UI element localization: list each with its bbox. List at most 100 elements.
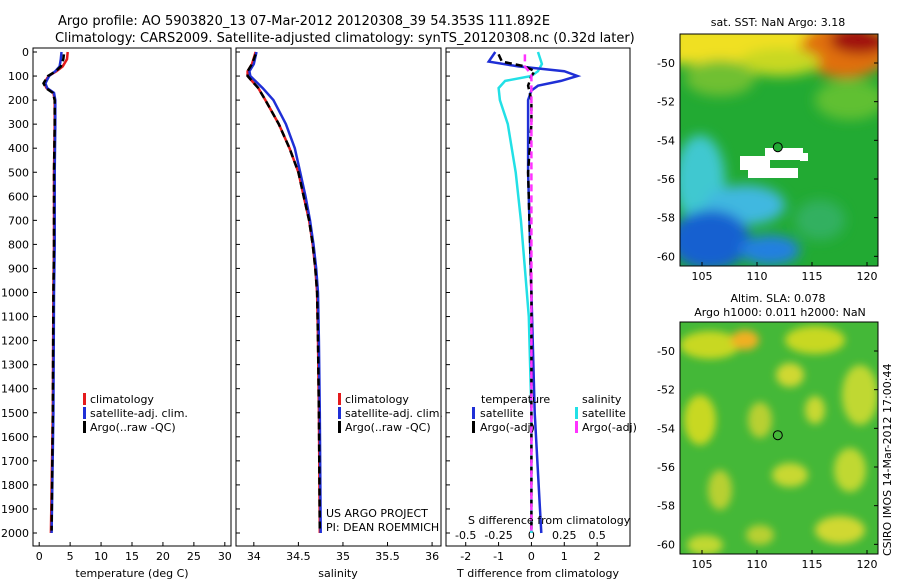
legend-swatch-t-argo — [472, 421, 475, 433]
depth-tick-label: 1000 — [1, 287, 29, 300]
depth-tick-label: 100 — [8, 70, 29, 83]
argo-float-marker — [772, 142, 783, 153]
depth-tick-label: 900 — [8, 262, 29, 275]
lon-tick-label: 120 — [857, 558, 878, 571]
depth-tick-label: 1400 — [1, 383, 29, 396]
legend-label-argo: Argo(..raw -QC) — [345, 421, 431, 434]
depth-tick-label: 1200 — [1, 335, 29, 348]
depth-tick-label: 400 — [8, 142, 29, 155]
legend-label-argo: Argo(..raw -QC) — [90, 421, 176, 434]
t-difference-xlabel: T difference from climatology — [456, 567, 619, 580]
salinity-y-ticks — [236, 51, 240, 534]
x-tick-label: 10 — [94, 550, 108, 563]
x-tick-label: 36 — [425, 550, 439, 563]
sla-map-axes — [679, 321, 879, 555]
lon-tick-label: 105 — [692, 558, 713, 571]
s-satellite-diff-line — [497, 51, 544, 533]
lon-tick-label: 105 — [692, 270, 713, 283]
t-argo-diff-line — [497, 53, 537, 531]
x-tick-label: 34 — [247, 550, 261, 563]
depth-tick-label: 200 — [8, 94, 29, 107]
legend-swatch-satellite-adj — [338, 407, 341, 419]
depth-tick-label: 1600 — [1, 431, 29, 444]
depth-tick-label: 600 — [8, 190, 29, 203]
temperature-legend: climatology satellite-adj. clim. Argo(..… — [83, 393, 188, 434]
salinity-panel: 34 34.5 35 35.5 36 salinity climatology sate… — [235, 47, 443, 580]
legend-label-s-argo: Argo(-adj) — [582, 421, 637, 434]
salinity-axes — [235, 47, 442, 547]
sla-map-lon-ticks: 105 110 115 120 — [692, 550, 878, 571]
sst-map-panel: sat. SST: NaN Argo: 3.18 -50 — [657, 16, 879, 283]
s-tick-label: -0.25 — [484, 529, 512, 542]
depth-tick-label: 1300 — [1, 359, 29, 372]
depth-tick-label: 1700 — [1, 455, 29, 468]
depth-tick-label: 1900 — [1, 503, 29, 516]
lon-tick-label: 120 — [857, 270, 878, 283]
x-tick-label: -1 — [493, 550, 504, 563]
x-tick-label: 34.5 — [286, 550, 311, 563]
x-tick-label: 30 — [218, 550, 232, 563]
s-difference-tick-labels: -0.5 -0.25 0 0.25 0.5 — [455, 529, 606, 542]
legend-label-satellite-adj: satellite-adj. clim. — [345, 407, 443, 420]
sla-map-title-line1: Altim. SLA: 0.078 — [730, 292, 825, 305]
argo-float-marker — [772, 430, 783, 441]
legend-label-satellite-adj: satellite-adj. clim. — [90, 407, 188, 420]
sst-map-title: sat. SST: NaN Argo: 3.18 — [711, 16, 845, 29]
difference-y-ticks — [446, 51, 450, 534]
legend-label-climatology: climatology — [345, 393, 409, 406]
lat-tick-label: -52 — [657, 96, 675, 109]
temperature-panel: 0100200300400500600700800900100011001200… — [1, 46, 232, 580]
s-tick-label: 0.25 — [552, 529, 577, 542]
temperature-axes — [32, 47, 232, 547]
watermark: CSIRO IMOS 14-Mar-2012 17:00:44 — [881, 364, 894, 556]
depth-tick-label: 1800 — [1, 479, 29, 492]
sst-map-lon-ticks: 105 110 115 120 — [692, 262, 878, 283]
depth-tick-label: 300 — [8, 118, 29, 131]
temperature-xlabel: temperature (deg C) — [75, 567, 188, 580]
depth-tick-label: 1500 — [1, 407, 29, 420]
t-difference-tick-labels: -2 -1 0 1 2 — [460, 542, 601, 563]
salinity-argo-line — [246, 53, 322, 531]
depth-tick-labels: 0 100 200 300 400 500 600 700 800 900 1000 1100 1200… — [1, 46, 37, 540]
s-difference-xlabel: S difference from climatology — [468, 514, 631, 527]
legend-label-s-satellite: satellite — [582, 407, 626, 420]
depth-tick-label: 500 — [8, 166, 29, 179]
legend-swatch-t-satellite — [472, 407, 475, 419]
lat-tick-label: -50 — [657, 345, 675, 358]
depth-tick-label: 0 — [22, 46, 29, 59]
legend-swatch-satellite-adj — [83, 407, 86, 419]
salinity-tick-labels: 34 34.5 35 35.5 36 — [247, 542, 439, 563]
salinity-satellite-adj-line — [248, 51, 322, 534]
salinity-legend: climatology satellite-adj. clim. Argo(..… — [338, 393, 443, 434]
credit-pi: PI: DEAN ROEMMICH — [326, 521, 439, 534]
legend-title-temperature: temperature — [481, 393, 550, 406]
temperature-tick-labels: 0 5 10 15 20 25 30 — [36, 542, 232, 563]
lon-tick-label: 110 — [747, 558, 768, 571]
legend-swatch-climatology — [83, 393, 86, 405]
lat-tick-label: -56 — [657, 173, 675, 186]
x-tick-label: 15 — [125, 550, 139, 563]
legend-swatch-s-satellite — [575, 407, 578, 419]
legend-swatch-argo — [83, 421, 86, 433]
s-tick-label: 0 — [528, 529, 535, 542]
x-tick-label: 20 — [156, 550, 170, 563]
depth-tick-label: 1100 — [1, 311, 29, 324]
x-tick-label: 2 — [594, 550, 601, 563]
sst-map-axes — [679, 33, 879, 267]
depth-tick-label: 2000 — [1, 527, 29, 540]
legend-label-climatology: climatology — [90, 393, 154, 406]
x-tick-label: 25 — [187, 550, 201, 563]
x-tick-label: 0 — [528, 550, 535, 563]
lon-tick-label: 115 — [802, 270, 823, 283]
lat-tick-label: -58 — [657, 500, 675, 513]
difference-legend: temperature salinity satellite Argo(-adj… — [472, 393, 637, 434]
sla-heatmap — [680, 322, 878, 554]
figure-title-line2: Climatology: CARS2009. Satellite-adjuste… — [55, 31, 635, 46]
legend-swatch-s-argo — [575, 421, 578, 433]
credit-project: US ARGO PROJECT — [326, 507, 428, 520]
lat-tick-label: -60 — [657, 538, 675, 551]
x-tick-label: -2 — [460, 550, 471, 563]
figure-title-line1: Argo profile: AO 5903820_13 07-Mar-2012 … — [58, 14, 550, 29]
lat-tick-label: -52 — [657, 384, 675, 397]
